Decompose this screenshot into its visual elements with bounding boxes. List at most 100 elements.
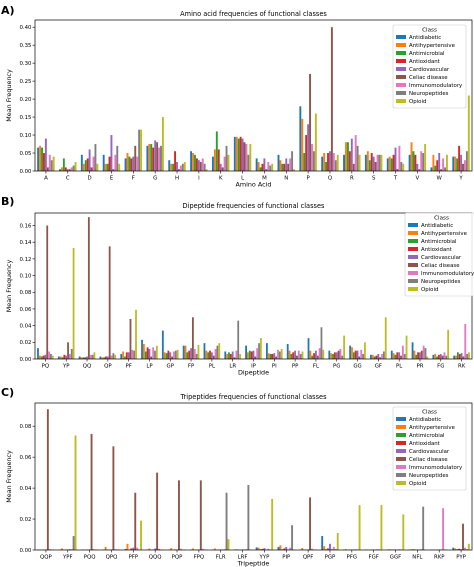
bar bbox=[129, 318, 132, 359]
legend-swatch bbox=[396, 481, 406, 485]
bar bbox=[42, 355, 45, 359]
bar bbox=[278, 351, 281, 359]
bar bbox=[161, 330, 164, 359]
x-axis-label: Amino Acid bbox=[236, 181, 272, 189]
legend-item-label: Antihypertensive bbox=[421, 231, 468, 237]
bar bbox=[420, 350, 423, 359]
bar bbox=[339, 348, 342, 359]
bar bbox=[190, 348, 192, 359]
bar bbox=[161, 117, 164, 171]
bar bbox=[381, 353, 383, 359]
bar bbox=[356, 145, 359, 171]
bar bbox=[291, 151, 294, 171]
bar bbox=[335, 352, 338, 359]
plot-frame bbox=[34, 19, 473, 172]
legend-item-label: Cardiovascular bbox=[409, 67, 450, 73]
bar bbox=[440, 169, 443, 171]
x-tick-label: PFG bbox=[347, 555, 358, 561]
bar bbox=[438, 153, 441, 171]
bar bbox=[41, 147, 43, 171]
bar bbox=[105, 356, 107, 359]
bar bbox=[343, 335, 346, 359]
bar bbox=[70, 167, 73, 171]
bar bbox=[410, 549, 413, 550]
bars bbox=[37, 217, 470, 359]
bar bbox=[466, 353, 469, 359]
bar bbox=[334, 160, 337, 171]
bar bbox=[413, 350, 416, 359]
x-tick-label: PL bbox=[209, 364, 215, 370]
legend-swatch bbox=[396, 43, 406, 47]
bar bbox=[61, 357, 64, 359]
bar bbox=[410, 142, 413, 171]
bar bbox=[199, 162, 202, 171]
legend-swatch bbox=[396, 91, 406, 95]
bar bbox=[424, 348, 427, 359]
bar bbox=[376, 549, 379, 550]
bar bbox=[59, 356, 62, 359]
bar bbox=[163, 352, 166, 359]
bar bbox=[465, 151, 468, 171]
bar bbox=[279, 160, 282, 171]
bar bbox=[102, 154, 105, 171]
bar bbox=[418, 169, 421, 171]
panel-label: C) bbox=[1, 386, 14, 399]
bar bbox=[443, 352, 446, 359]
bar bbox=[316, 355, 319, 359]
bar bbox=[321, 156, 324, 171]
bar bbox=[269, 353, 272, 359]
legend-item-label: Antimicrobial bbox=[409, 433, 445, 439]
bar bbox=[390, 158, 393, 171]
y-tick-label: 0.02 bbox=[19, 517, 31, 523]
bar bbox=[46, 409, 49, 550]
bar bbox=[325, 162, 328, 171]
bar bbox=[277, 154, 280, 171]
x-axis-label: Tripeptide bbox=[237, 560, 270, 567]
x-tick-label: PR bbox=[416, 364, 423, 370]
bar bbox=[398, 549, 401, 550]
x-tick-label: PYP bbox=[456, 555, 466, 561]
bar bbox=[48, 549, 51, 550]
bar bbox=[146, 347, 149, 359]
bar bbox=[354, 350, 357, 359]
bar bbox=[142, 343, 145, 359]
bar bbox=[384, 317, 387, 359]
x-tick-label: RKP bbox=[434, 555, 445, 561]
bar bbox=[118, 163, 121, 171]
bar bbox=[280, 348, 283, 359]
y-tick-label: 0.08 bbox=[19, 290, 32, 296]
chart-panel-1: A) Amino acid frequencies of functional c… bbox=[1, 4, 473, 189]
bar bbox=[205, 350, 208, 359]
bar bbox=[235, 350, 238, 359]
bar bbox=[441, 355, 444, 359]
bar bbox=[303, 153, 306, 171]
bar bbox=[86, 158, 89, 171]
bar bbox=[136, 547, 139, 550]
bar bbox=[454, 548, 457, 550]
legend-swatch bbox=[396, 67, 406, 71]
bar bbox=[271, 498, 274, 550]
bar bbox=[201, 548, 204, 550]
bar bbox=[261, 163, 264, 171]
bar bbox=[257, 547, 260, 550]
bar bbox=[156, 472, 159, 550]
bar bbox=[249, 144, 252, 171]
y-axis-label: Mean Frequency bbox=[5, 260, 13, 313]
y-tick-label: 0.14 bbox=[19, 240, 32, 246]
bar bbox=[51, 355, 54, 359]
bar bbox=[293, 169, 295, 171]
bar bbox=[80, 357, 83, 359]
bar bbox=[380, 154, 383, 171]
x-tick-label: L bbox=[241, 176, 244, 182]
bar bbox=[458, 145, 461, 171]
bar bbox=[456, 549, 459, 550]
bar bbox=[203, 163, 206, 171]
bar bbox=[370, 153, 373, 171]
bar bbox=[311, 548, 313, 550]
bar bbox=[140, 129, 143, 171]
bar bbox=[267, 353, 270, 359]
bar bbox=[374, 162, 377, 171]
x-tick-label: GGF bbox=[390, 555, 401, 561]
bar bbox=[259, 549, 262, 550]
bar bbox=[207, 352, 210, 359]
